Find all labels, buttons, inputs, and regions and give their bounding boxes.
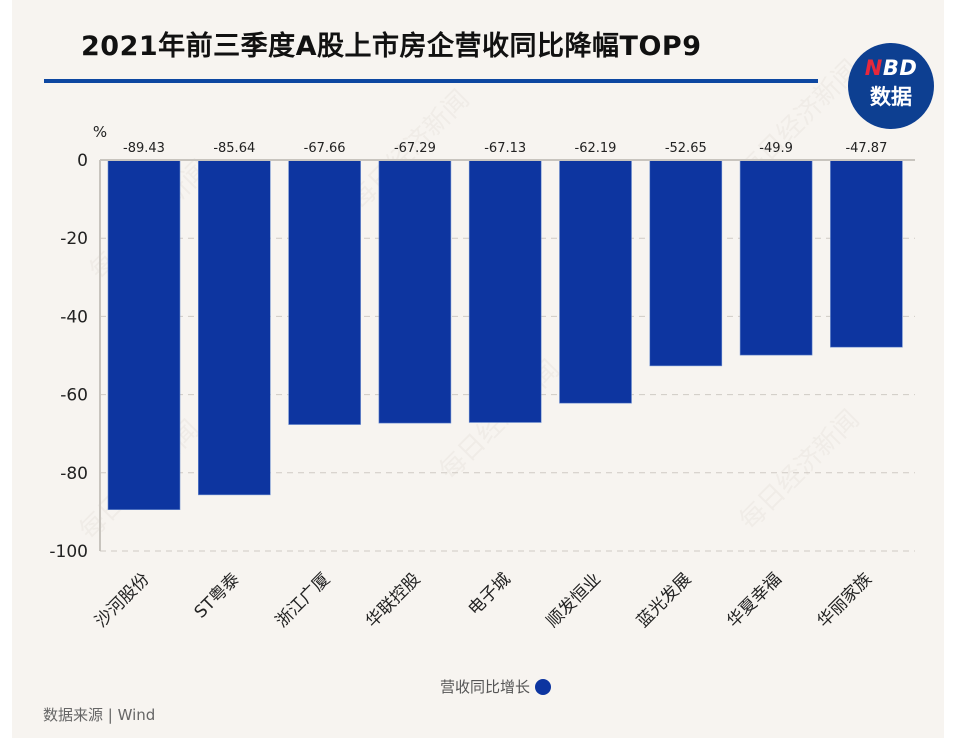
bar bbox=[559, 159, 632, 404]
x-tick-label: 电子城 bbox=[465, 569, 515, 619]
x-tick-label: 华夏幸福 bbox=[723, 569, 785, 631]
bar bbox=[198, 159, 271, 496]
x-tick-label: 浙江广厦 bbox=[272, 569, 334, 631]
logo-subtitle: 数据 bbox=[870, 85, 912, 109]
bar bbox=[468, 159, 542, 423]
x-tick-label: ST粤泰 bbox=[191, 569, 244, 622]
data-source: 数据来源 | Wind bbox=[43, 706, 156, 724]
nbd-data-logo-icon: NBD 数据 bbox=[848, 43, 934, 129]
y-tick-label: 0 bbox=[77, 151, 88, 171]
y-tick-label: -20 bbox=[60, 229, 88, 249]
bar bbox=[739, 159, 813, 356]
legend[interactable]: 营收同比增长 bbox=[440, 676, 552, 697]
bar bbox=[288, 159, 361, 425]
logo-brand-rest: BD bbox=[882, 56, 918, 80]
y-tick-label: -80 bbox=[60, 464, 88, 484]
x-tick-label: 顺发恒业 bbox=[543, 569, 605, 631]
data-label: -67.13 bbox=[484, 141, 526, 156]
x-tick-label: 华联控股 bbox=[362, 569, 424, 631]
logo-brand-accent: N bbox=[864, 56, 883, 80]
x-tick-label: 沙河股份 bbox=[91, 569, 153, 631]
x-tick-label: 蓝光发展 bbox=[633, 569, 695, 631]
x-tick-label: 华丽家族 bbox=[814, 569, 876, 631]
data-label: -67.29 bbox=[394, 141, 436, 156]
data-label: -52.65 bbox=[665, 141, 707, 156]
y-tick-label: -40 bbox=[60, 307, 88, 327]
y-axis-unit-label: % bbox=[93, 123, 107, 141]
title-underline bbox=[44, 79, 818, 83]
legend-label: 营收同比增长 bbox=[440, 678, 531, 696]
bar bbox=[107, 159, 181, 510]
bar bbox=[649, 159, 723, 367]
y-tick-label: -100 bbox=[49, 542, 88, 562]
data-label: -62.19 bbox=[575, 141, 617, 156]
data-label: -85.64 bbox=[213, 141, 255, 156]
data-label: -47.87 bbox=[845, 141, 887, 156]
y-tick-label: -60 bbox=[60, 386, 88, 406]
chart-title: 2021年前三季度A股上市房企营收同比降幅TOP9 bbox=[81, 31, 702, 62]
legend-marker-icon bbox=[535, 678, 552, 695]
bar bbox=[830, 159, 903, 348]
data-label: -89.43 bbox=[123, 141, 165, 156]
bar bbox=[378, 159, 452, 424]
data-label: -49.9 bbox=[759, 141, 793, 156]
logo-brand: NBD bbox=[848, 56, 934, 80]
data-label: -67.66 bbox=[304, 141, 346, 156]
